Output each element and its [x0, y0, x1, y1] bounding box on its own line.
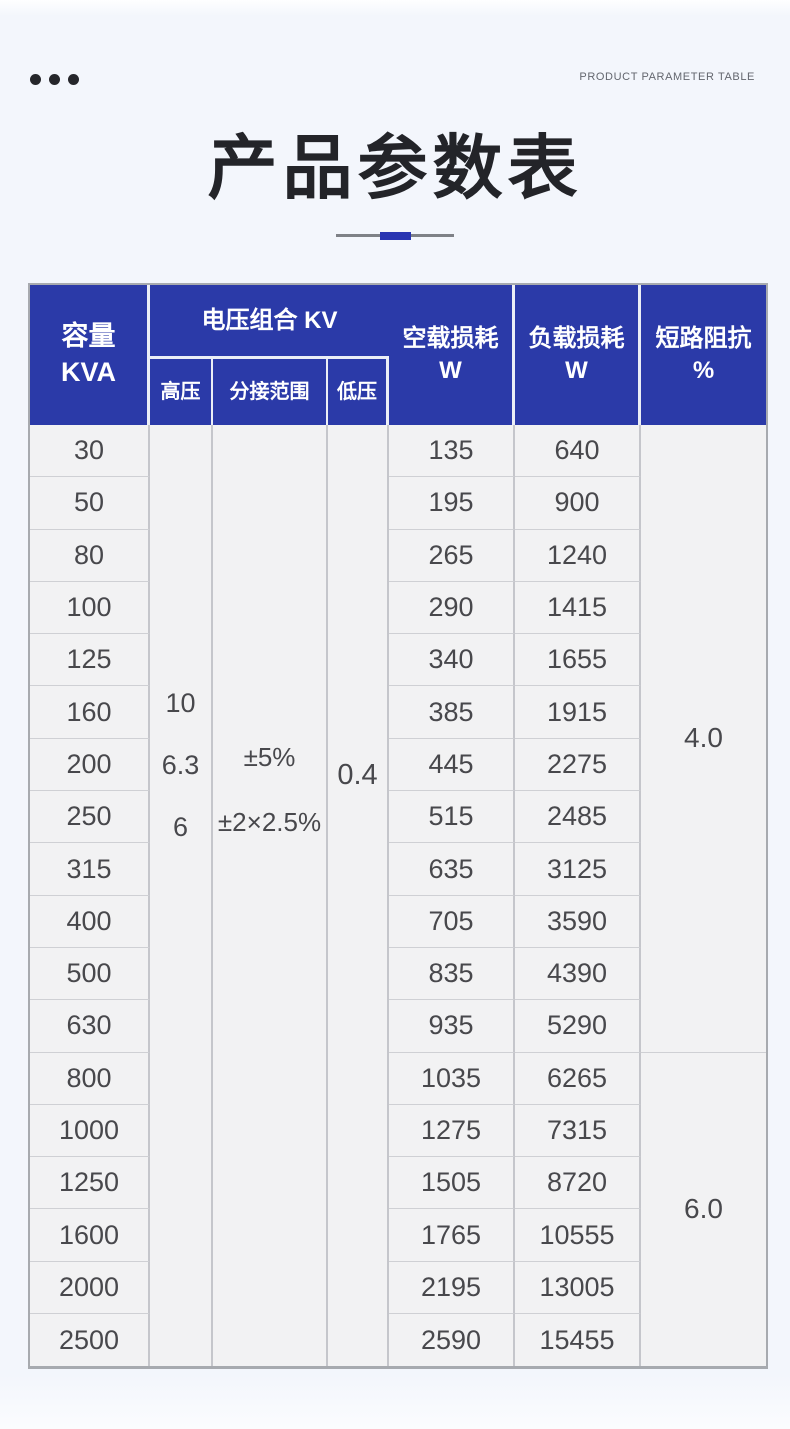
low-voltage-value-cell: 0.4	[328, 425, 389, 1367]
impedance-group1-cell: 4.0	[641, 425, 766, 1053]
impedance-value: 4.0	[684, 722, 723, 754]
high-voltage-value: 10	[165, 688, 196, 719]
header-load-loss-line2: W	[565, 357, 588, 384]
load-loss-cell: 1915	[515, 686, 641, 739]
header-tap-range: 分接范围	[213, 359, 328, 425]
no-load-loss-cell: 385	[389, 686, 515, 739]
no-load-loss-cell: 1765	[389, 1209, 515, 1262]
no-load-loss-cell: 1035	[389, 1052, 515, 1105]
capacity-cell: 500	[30, 947, 150, 1001]
capacity-cell: 315	[30, 843, 150, 896]
header-impedance-line2: %	[692, 357, 715, 384]
dot-icon	[30, 74, 41, 85]
no-load-loss-cell: 340	[389, 634, 515, 687]
dot-icon	[49, 74, 60, 85]
header-low-voltage: 低压	[328, 359, 389, 425]
load-loss-cell: 13005	[515, 1261, 641, 1315]
load-loss-cell: 900	[515, 477, 641, 530]
no-load-loss-cell: 290	[389, 581, 515, 635]
low-voltage-value: 0.4	[337, 759, 378, 792]
eyebrow-text: PRODUCT PARAMETER TABLE	[579, 71, 755, 83]
header-capacity-line2: KVA	[60, 357, 116, 387]
high-voltage-value: 6.3	[161, 750, 200, 781]
impedance-group2-cell: 6.0	[641, 1052, 766, 1367]
load-loss-cell: 3125	[515, 843, 641, 896]
capacity-cell: 1250	[30, 1157, 150, 1210]
header-impedance: 短路阻抗 %	[641, 285, 766, 425]
capacity-cell: 100	[30, 581, 150, 635]
header-capacity: 容量 KVA	[30, 285, 150, 425]
load-loss-cell: 6265	[515, 1052, 641, 1105]
capacity-cell: 800	[30, 1052, 150, 1105]
header-impedance-line1: 短路阻抗	[655, 325, 752, 353]
capacity-cell: 160	[30, 686, 150, 739]
capacity-cell: 1600	[30, 1209, 150, 1262]
capacity-cell: 80	[30, 529, 150, 582]
load-loss-cell: 1655	[515, 634, 641, 687]
no-load-loss-cell: 1275	[389, 1104, 515, 1158]
tap-range-values-cell: ±5% ±2×2.5%	[213, 425, 328, 1367]
load-loss-cell: 15455	[515, 1314, 641, 1367]
impedance-value: 6.0	[684, 1193, 723, 1225]
no-load-loss-cell: 195	[389, 477, 515, 530]
no-load-loss-cell: 635	[389, 843, 515, 896]
load-loss-cell: 10555	[515, 1209, 641, 1262]
capacity-cell: 125	[30, 634, 150, 687]
load-loss-cell: 1415	[515, 581, 641, 635]
no-load-loss-cell: 2195	[389, 1261, 515, 1315]
load-loss-cell: 3590	[515, 895, 641, 948]
no-load-loss-cell: 835	[389, 947, 515, 1001]
no-load-loss-cell: 265	[389, 529, 515, 582]
capacity-cell: 30	[30, 425, 150, 478]
product-parameter-table: 容量 KVA 电压组合 KV 高压 分接范围 低压 空载损耗 W 负载损耗 W …	[28, 283, 768, 1370]
load-loss-cell: 2275	[515, 738, 641, 792]
load-loss-cell: 4390	[515, 947, 641, 1001]
divider-accent-box	[379, 231, 411, 240]
capacity-cell: 400	[30, 895, 150, 948]
no-load-loss-cell: 2590	[389, 1314, 515, 1367]
no-load-loss-cell: 705	[389, 895, 515, 948]
capacity-cell: 50	[30, 477, 150, 530]
header-load-loss: 负载损耗 W	[515, 285, 641, 425]
capacity-cell: 1000	[30, 1104, 150, 1158]
no-load-loss-cell: 515	[389, 791, 515, 844]
header-voltage-group: 电压组合 KV	[150, 285, 389, 359]
header-high-voltage: 高压	[150, 359, 213, 425]
capacity-cell: 250	[30, 791, 150, 844]
capacity-cell: 2000	[30, 1261, 150, 1315]
capacity-cell: 200	[30, 738, 150, 792]
no-load-loss-cell: 1505	[389, 1157, 515, 1210]
no-load-loss-cell: 935	[389, 1000, 515, 1053]
header-load-loss-line1: 负载损耗	[528, 325, 625, 353]
header-no-load-loss: 空载损耗 W	[389, 285, 515, 425]
header-no-load-loss-line1: 空载损耗	[402, 325, 499, 353]
capacity-cell: 630	[30, 1000, 150, 1053]
high-voltage-value: 6	[172, 812, 189, 843]
load-loss-cell: 2485	[515, 791, 641, 844]
header-capacity-line1: 容量	[61, 321, 116, 352]
high-voltage-values-cell: 10 6.3 6	[150, 425, 213, 1367]
no-load-loss-cell: 135	[389, 425, 515, 478]
header-no-load-loss-line2: W	[439, 357, 462, 384]
load-loss-cell: 7315	[515, 1104, 641, 1158]
capacity-cell: 2500	[30, 1314, 150, 1367]
tap-range-value: ±2×2.5%	[217, 806, 322, 837]
load-loss-cell: 8720	[515, 1157, 641, 1210]
no-load-loss-cell: 445	[389, 738, 515, 792]
title-divider	[336, 231, 454, 240]
tap-range-value: ±5%	[243, 741, 296, 772]
dot-icon	[68, 74, 79, 85]
load-loss-cell: 5290	[515, 1000, 641, 1053]
page-title: 产品参数表	[207, 129, 583, 207]
load-loss-cell: 1240	[515, 529, 641, 582]
load-loss-cell: 640	[515, 425, 641, 478]
ellipsis-icon	[30, 74, 79, 85]
